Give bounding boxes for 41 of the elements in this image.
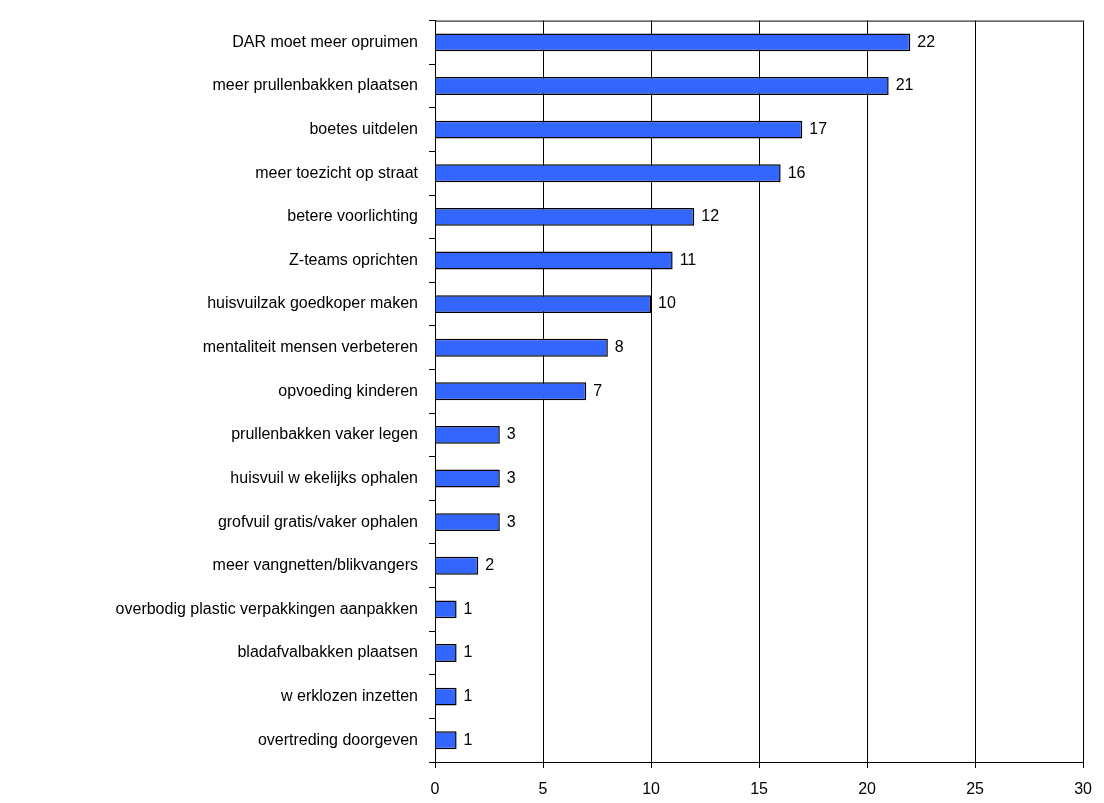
data-label: 1 — [463, 686, 473, 704]
x-tick-label: 0 — [430, 780, 440, 798]
y-tick-label: prullenbakken vaker legen — [231, 425, 418, 443]
data-label: 11 — [679, 250, 697, 268]
data-label: 3 — [506, 425, 516, 443]
data-label: 1 — [463, 599, 473, 617]
y-tick-label: opvoeding kinderen — [278, 381, 418, 399]
y-tick-label: betere voorlichting — [287, 207, 418, 225]
data-label: 7 — [593, 381, 603, 399]
y-tick-label: bladafvalbakken plaatsen — [237, 643, 418, 661]
x-tick-label: 5 — [538, 780, 548, 798]
data-label: 3 — [506, 468, 516, 486]
data-label: 8 — [614, 338, 624, 356]
y-tick-label: meer vangnetten/blikvangers — [212, 556, 418, 574]
y-tick-label: overtreding doorgeven — [257, 730, 418, 748]
y-tick-label: DAR moet meer opruimen — [232, 32, 418, 50]
x-tick-label: 15 — [750, 780, 769, 798]
data-label: 3 — [506, 512, 516, 530]
data-label: 10 — [658, 294, 676, 312]
x-tick-label: 10 — [642, 780, 661, 798]
data-label: 21 — [895, 76, 914, 94]
y-tick-label: overbodig plastic verpakkingen aanpakken — [115, 599, 418, 617]
y-tick-label: w erklozen inzetten — [280, 686, 418, 704]
y-tick-label: Z-teams oprichten — [289, 250, 418, 268]
data-label: 17 — [809, 120, 828, 138]
y-tick-label: mentaliteit mensen verbeteren — [202, 338, 418, 356]
y-tick-label: huisvuil w ekelijks ophalen — [230, 468, 418, 486]
y-tick-label: meer toezicht op straat — [255, 163, 419, 181]
y-tick-label: huisvuilzak goedkoper maken — [207, 294, 418, 312]
y-tick-label: grofvuil gratis/vaker ophalen — [217, 512, 418, 530]
x-tick-label: 30 — [1074, 780, 1093, 798]
data-label: 2 — [485, 556, 495, 574]
data-label: 16 — [787, 163, 806, 181]
data-label: 1 — [463, 730, 473, 748]
x-tick-label: 20 — [858, 780, 877, 798]
data-label: 1 — [463, 643, 473, 661]
y-tick-label: meer prullenbakken plaatsen — [212, 76, 418, 94]
data-label: 12 — [701, 207, 720, 225]
data-label: 22 — [917, 32, 936, 50]
x-tick-label: 25 — [966, 780, 985, 798]
y-tick-label: boetes uitdelen — [309, 120, 418, 138]
